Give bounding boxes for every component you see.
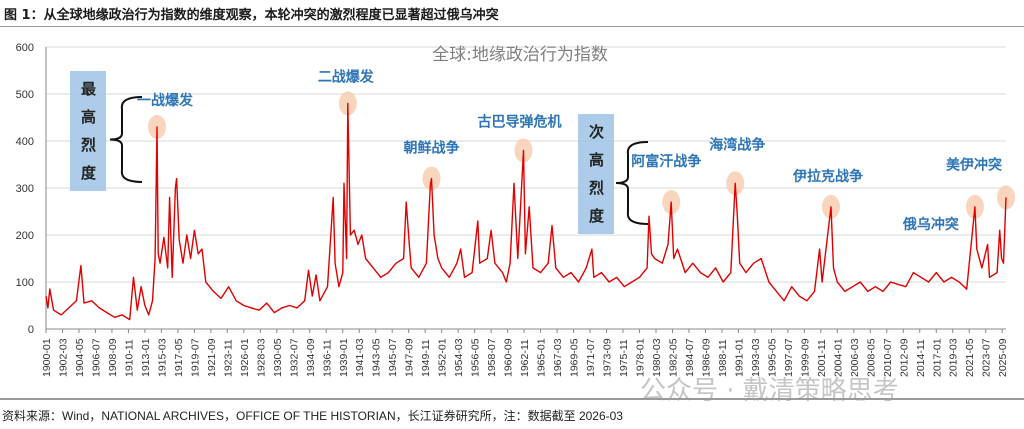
x-tick-label: 1902-03 <box>57 338 69 377</box>
x-tick-label: 2010-07 <box>882 338 894 377</box>
x-tick-label: 1999-09 <box>799 338 811 377</box>
chart-title: 全球:地缘政治行为指数 <box>432 45 608 65</box>
severity-box-label: 次高烈度 <box>587 123 605 236</box>
x-tick-label: 2006-03 <box>849 338 861 377</box>
x-tick-label: 1908-09 <box>107 338 119 377</box>
x-tick-label: 1934-09 <box>305 338 317 377</box>
geopolitical-index-chart: 0 100 200 300 400 500 600 1900-01 1902-03 1904-0… <box>16 42 1015 377</box>
y-axis: 0 100 200 300 400 500 600 <box>16 42 47 336</box>
x-tick-label: 2004-01 <box>832 338 844 377</box>
annotation-label: 一战爆发 <box>137 92 194 109</box>
x-tick-label: 1954-03 <box>453 338 465 377</box>
severity-box <box>70 71 106 191</box>
x-tick-label: 1900-01 <box>41 338 53 377</box>
y-tick-label: 100 <box>16 277 34 289</box>
x-tick-label: 1967-03 <box>552 338 564 377</box>
x-tick-label: 1915-03 <box>156 338 168 377</box>
source-note: 资料来源：Wind，NATIONAL ARCHIVES，OFFICE OF TH… <box>2 409 623 423</box>
x-tick-label: 1941-03 <box>354 338 366 377</box>
x-tick-label: 1932-07 <box>288 338 300 377</box>
x-tick-label: 1943-05 <box>371 338 383 377</box>
x-tick-label: 1945-07 <box>387 338 399 377</box>
x-tick-label: 1913-01 <box>140 338 152 377</box>
y-tick-label: 500 <box>16 89 34 101</box>
x-axis: 1900-01 1902-03 1904-05 1906-07 1908-09 1910-… <box>41 328 1009 377</box>
severity-groups: 最高烈度 次高烈度 <box>70 71 649 236</box>
x-tick-label: 1991-01 <box>733 338 745 377</box>
x-tick-label: 1923-11 <box>222 339 234 377</box>
x-tick-label: 1917-05 <box>173 338 185 377</box>
x-tick-label: 1936-11 <box>321 339 333 377</box>
x-tick-label: 2019-03 <box>948 338 960 377</box>
footer-divider <box>0 398 1024 400</box>
y-tick-label: 200 <box>16 230 34 242</box>
x-tick-label: 1930-05 <box>272 338 284 377</box>
watermark: 公众号 · 戴清策略思考 <box>640 376 899 406</box>
x-tick-label: 1906-07 <box>90 338 102 377</box>
x-tick-label: 1995-05 <box>766 338 778 377</box>
brace-icon <box>615 141 649 225</box>
x-tick-label: 1986-09 <box>700 338 712 377</box>
x-tick-label: 2025-09 <box>997 338 1009 377</box>
annotation-label: 伊拉克战争 <box>792 168 863 185</box>
y-tick-label: 600 <box>16 42 34 54</box>
x-tick-label: 1939-01 <box>338 338 350 377</box>
title-divider <box>0 26 1024 27</box>
figure-title: 图 1：从全球地缘政治行为指数的维度观察，本轮冲突的激烈程度已显著超过俄乌冲突 <box>4 8 499 23</box>
x-tick-label: 2012-09 <box>898 338 910 377</box>
x-tick-label: 2014-11 <box>915 339 927 377</box>
annotation-label: 二战爆发 <box>318 68 375 85</box>
x-tick-label: 1975-11 <box>618 339 630 377</box>
annotation-label: 美伊冲突 <box>946 156 1002 173</box>
x-tick-label: 2021-05 <box>964 338 976 377</box>
x-tick-label: 1971-07 <box>585 338 597 377</box>
x-tick-label: 2008-05 <box>865 338 877 377</box>
severity-box-label: 最高烈度 <box>79 80 97 193</box>
annotation-label: 海湾战争 <box>709 136 765 153</box>
severity-box <box>578 114 614 234</box>
x-tick-label: 1997-07 <box>783 338 795 377</box>
x-tick-label: 2023-07 <box>981 338 993 377</box>
x-tick-label: 1962-11 <box>519 339 531 377</box>
x-tick-label: 2017-01 <box>931 338 943 377</box>
annotation-label: 朝鲜战争 <box>404 140 460 157</box>
y-tick-label: 0 <box>28 324 34 336</box>
x-tick-label: 1904-05 <box>74 338 86 377</box>
y-tick-label: 400 <box>16 136 34 148</box>
x-tick-label: 1965-01 <box>536 338 548 377</box>
x-tick-label: 1980-03 <box>651 338 663 377</box>
x-tick-label: 1926-01 <box>239 338 251 377</box>
y-tick-label: 300 <box>16 183 34 195</box>
series-line <box>45 102 1007 321</box>
x-tick-label: 1973-09 <box>602 338 614 377</box>
x-tick-label: 1969-05 <box>569 338 581 377</box>
x-tick-label: 1947-09 <box>404 338 416 377</box>
x-tick-label: 1928-03 <box>255 338 267 377</box>
x-tick-label: 1982-05 <box>667 338 679 377</box>
x-tick-label: 1993-03 <box>750 338 762 377</box>
brace-icon <box>109 96 143 183</box>
x-tick-label: 1956-05 <box>470 338 482 377</box>
annotation-label: 俄乌冲突 <box>902 216 959 233</box>
x-tick-label: 1960-09 <box>503 338 515 377</box>
annotation-label: 阿富汗战争 <box>631 153 701 170</box>
x-tick-label: 1921-09 <box>206 338 218 377</box>
x-tick-label: 2001-11 <box>816 339 828 377</box>
annotation-label: 古巴导弹危机 <box>477 113 561 130</box>
x-tick-label: 1952-01 <box>437 338 449 377</box>
x-tick-label: 1949-11 <box>420 339 432 377</box>
x-tick-label: 1984-07 <box>684 338 696 377</box>
x-tick-label: 1978-01 <box>635 338 647 377</box>
x-tick-label: 1910-11 <box>123 339 135 377</box>
x-tick-label: 1988-11 <box>717 339 729 377</box>
x-tick-label: 1919-07 <box>189 338 201 377</box>
x-tick-label: 1958-07 <box>486 338 498 377</box>
